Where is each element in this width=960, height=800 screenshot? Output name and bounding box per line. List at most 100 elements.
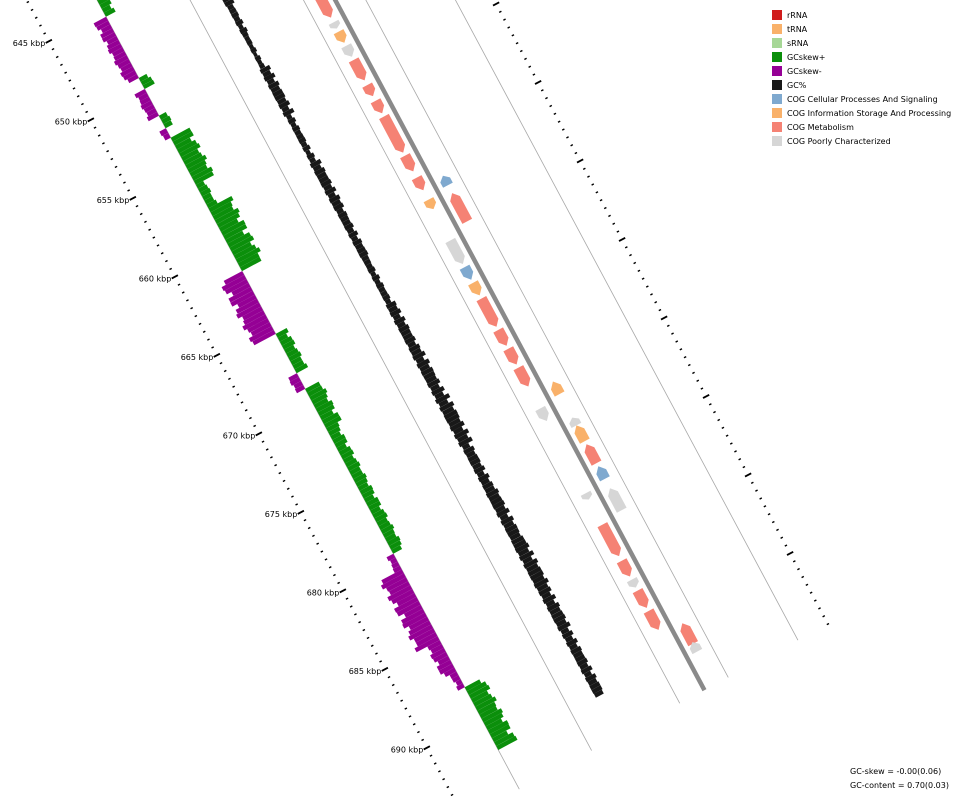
- cog-feature-cog-metabolism: [513, 365, 531, 387]
- gc-content-bar: [287, 117, 297, 125]
- outer-ruler-tick: [528, 65, 532, 68]
- outer-ruler-tick: [519, 49, 523, 53]
- gc-skew-positive-bar: [468, 684, 491, 699]
- legend-swatch: [772, 94, 782, 104]
- outer-ruler-tick: [797, 567, 800, 571]
- gc-skew-positive-bar: [292, 360, 305, 370]
- gc-skew-negative-bar: [430, 647, 446, 660]
- outer-ruler-tick: [687, 363, 691, 367]
- inner-ruler-tick: [278, 471, 282, 475]
- gc-skew-negative-bar: [437, 655, 450, 666]
- inner-ruler-tick: [227, 377, 231, 381]
- outer-ruler-tick: [553, 112, 557, 116]
- gc-skew-negative-bar: [138, 92, 149, 102]
- gc-skew-positive-bar: [225, 230, 245, 244]
- gc-skew-positive-bar: [181, 148, 200, 162]
- gc-content-bar: [492, 500, 506, 510]
- outer-ruler-tick: [801, 575, 805, 579]
- gc-content-bar: [222, 0, 230, 4]
- gc-skew-negative-bar: [414, 636, 440, 653]
- gc-content-bar: [560, 627, 570, 635]
- gc-skew-positive-bar: [179, 143, 201, 158]
- gc-skew-negative-bar: [436, 659, 453, 671]
- inner-ruler-tick: [337, 581, 341, 585]
- gc-content-bar: [400, 328, 412, 337]
- outer-ruler-tick: [654, 301, 658, 304]
- gc-skew-negative-bar: [242, 314, 268, 331]
- gc-content-bar: [402, 332, 414, 341]
- inner-ruler-tick: [307, 526, 311, 530]
- gc-skew-positive-bar: [161, 115, 172, 124]
- gc-skew-negative-bar: [430, 644, 444, 654]
- gc-skew-negative-bar: [93, 16, 109, 28]
- kbp-tick-label: 655 kbp: [97, 196, 130, 205]
- inner-ruler-tick: [290, 495, 294, 498]
- gc-skew-negative-bar: [401, 608, 425, 625]
- inner-ruler-tick: [156, 244, 160, 247]
- gc-content-bar: [274, 92, 286, 102]
- gc-content-bar: [333, 202, 345, 212]
- inner-ruler-tick: [169, 267, 173, 271]
- gc-content-bar: [564, 635, 574, 643]
- gc-skew-negative-bar: [432, 651, 448, 663]
- gc-content-bar: [430, 383, 440, 392]
- gc-content-bar: [270, 85, 281, 94]
- inner-ruler-tick: [55, 55, 59, 59]
- gc-skew-positive-bar: [466, 681, 488, 695]
- gc-skew-negative-bar: [100, 28, 115, 39]
- inner-ruler-tick: [381, 666, 389, 672]
- gc-skew-positive-bar: [140, 76, 153, 86]
- gc-content-bar: [570, 645, 582, 655]
- inner-ruler-tick: [374, 652, 378, 655]
- gc-skew-positive-bar: [334, 437, 348, 448]
- gc-content-bar: [504, 523, 518, 534]
- inner-ruler-tick: [72, 87, 76, 90]
- gc-content-bar: [438, 399, 449, 408]
- gc-content-bar: [561, 630, 574, 640]
- inner-ruler-tick: [236, 393, 240, 396]
- gc-content-stat: GC-content = 0.70(0.03): [850, 781, 949, 790]
- gc-skew-positive-bar: [191, 166, 214, 181]
- inner-ruler-tick: [190, 306, 194, 310]
- gc-content-bar: [443, 409, 458, 420]
- inner-ruler-tick: [127, 189, 131, 192]
- gc-skew-positive-bar: [317, 404, 335, 417]
- gc-skew-positive-bar: [353, 473, 367, 484]
- gc-skew-negative-bar: [451, 675, 461, 683]
- inner-ruler-tick: [450, 793, 454, 797]
- legend-label: sRNA: [787, 38, 809, 48]
- gc-skew-negative-bar: [293, 381, 303, 389]
- gc-skew-negative-bar: [113, 55, 129, 66]
- inner-ruler-tick: [391, 683, 395, 687]
- gc-skew-negative-bar: [248, 326, 274, 343]
- outer-ruler-tick: [534, 79, 542, 85]
- gc-skew-positive-bar: [172, 131, 194, 146]
- gc-content-bar: [583, 670, 593, 678]
- inner-ruler-tick: [274, 463, 278, 467]
- outer-ruler-tick: [660, 315, 668, 321]
- gc-skew-positive-bar: [237, 252, 260, 268]
- gc-content-bar: [241, 31, 249, 38]
- gc-skew-negative-bar: [111, 47, 125, 57]
- gc-skew-positive-bar: [163, 120, 173, 129]
- gc-skew-positive-bar: [279, 335, 293, 346]
- outer-ruler-tick: [721, 426, 725, 430]
- outer-ruler-tick: [776, 528, 779, 532]
- gc-content-bar: [555, 618, 567, 628]
- cog-feature-cog-metabolism: [632, 588, 649, 608]
- gc-skew-positive-bar: [464, 679, 482, 692]
- legend-swatch: [772, 24, 782, 34]
- inner-ruler-tick: [87, 117, 95, 123]
- legend-swatch: [772, 66, 782, 76]
- legend-item: COG Poorly Characterized: [772, 134, 951, 148]
- inner-ruler-tick: [34, 16, 38, 19]
- gc-content-bar: [254, 54, 262, 62]
- outer-ruler-tick: [759, 497, 763, 500]
- inner-ruler-tick: [68, 79, 72, 82]
- outer-ruler-tick: [618, 236, 626, 242]
- gc-content-bar: [499, 513, 509, 521]
- outer-ruler-tick: [582, 167, 586, 170]
- gc-content-bar: [246, 39, 253, 46]
- inner-ruler-tick: [349, 605, 353, 608]
- gc-skew-positive-bar: [351, 470, 364, 480]
